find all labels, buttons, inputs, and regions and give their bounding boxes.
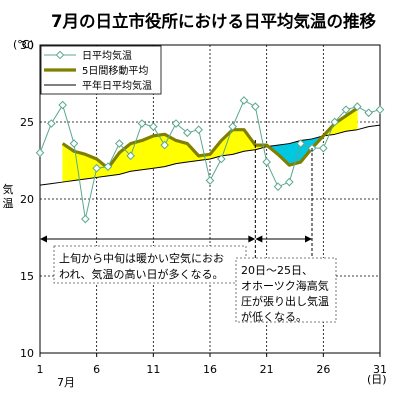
anomaly-fill [153,133,165,169]
month-label: 7月 [57,376,75,389]
y-axis-label: 気温 [3,182,14,210]
y-axis-label-char: 気 [3,182,14,196]
annotation-2-box [235,257,337,323]
x-tick-label: 16 [203,363,217,376]
x-tick-label: 6 [93,363,100,376]
x-tick-label: 21 [260,363,274,376]
annotation-arrow-2-head-right [305,235,312,243]
data-point [137,119,147,128]
legend-label: 平年日平均気温 [82,79,152,92]
data-point [228,122,237,131]
legend-marker [55,50,65,60]
data-point [160,140,169,150]
annotation-1-box [53,245,247,284]
annotation-2-line: 圧が張り出し気温 [241,294,329,308]
data-point [239,96,249,105]
data-point [126,151,135,161]
data-point [47,119,56,128]
data-point [58,100,67,110]
data-point [285,177,294,187]
y-tick-label: 15 [20,270,34,283]
data-point [330,117,339,127]
y-axis-label-char: 温 [3,197,14,210]
annotation-arrow-1-head-left [40,235,47,243]
data-point [103,162,113,171]
annotation-2-line: が低くなる。 [241,310,307,324]
data-point [115,139,124,148]
y-tick-label: 30 [20,39,34,52]
legend-label: 5日間移動平均 [82,64,148,77]
data-point [171,119,181,128]
annotation-2-line: オホーツク海高気 [241,279,329,293]
y-tick-label: 10 [20,347,34,360]
annotation-1-line: 上旬から中旬は暖かい空気におお [59,251,224,265]
legend-label: 日平均気温 [82,49,132,62]
data-point [149,122,158,131]
x-tick-label: 31 [373,363,387,376]
data-point [364,108,373,118]
data-point [35,148,45,158]
chart-title: 7月の日立市役所における日平均気温の推移 [51,11,376,31]
unit-label: (℃) [13,38,34,51]
series-line-moving-average [61,106,359,170]
annotation-1-line: われ、気温の高い日が多くなる。 [59,267,224,281]
data-point [296,139,305,148]
data-point [375,105,385,114]
series-layer [35,96,385,224]
data-point [92,163,101,173]
data-point [205,176,215,185]
x-unit-label: (日) [367,373,387,386]
data-point [69,139,79,148]
data-point [81,214,90,224]
annotation-arrow-2-head-left [255,235,263,243]
data-point [341,105,351,114]
y-tick-label: 25 [20,116,34,129]
y-tick-label: 20 [20,193,34,206]
data-point [353,102,362,111]
x-tick-label: 11 [146,363,160,376]
data-point [251,102,260,111]
data-point [217,154,226,164]
data-point [319,143,328,153]
data-point [194,125,203,135]
annotation-2-line: 20日～25日、 [241,264,313,277]
annotation-arrow-1-head-right [248,235,256,243]
x-tick-label: 1 [37,363,44,376]
x-tick-label: 26 [316,363,330,376]
anomaly-fill [232,129,245,155]
data-point [183,128,192,138]
data-point [262,157,271,167]
data-point [273,182,283,191]
